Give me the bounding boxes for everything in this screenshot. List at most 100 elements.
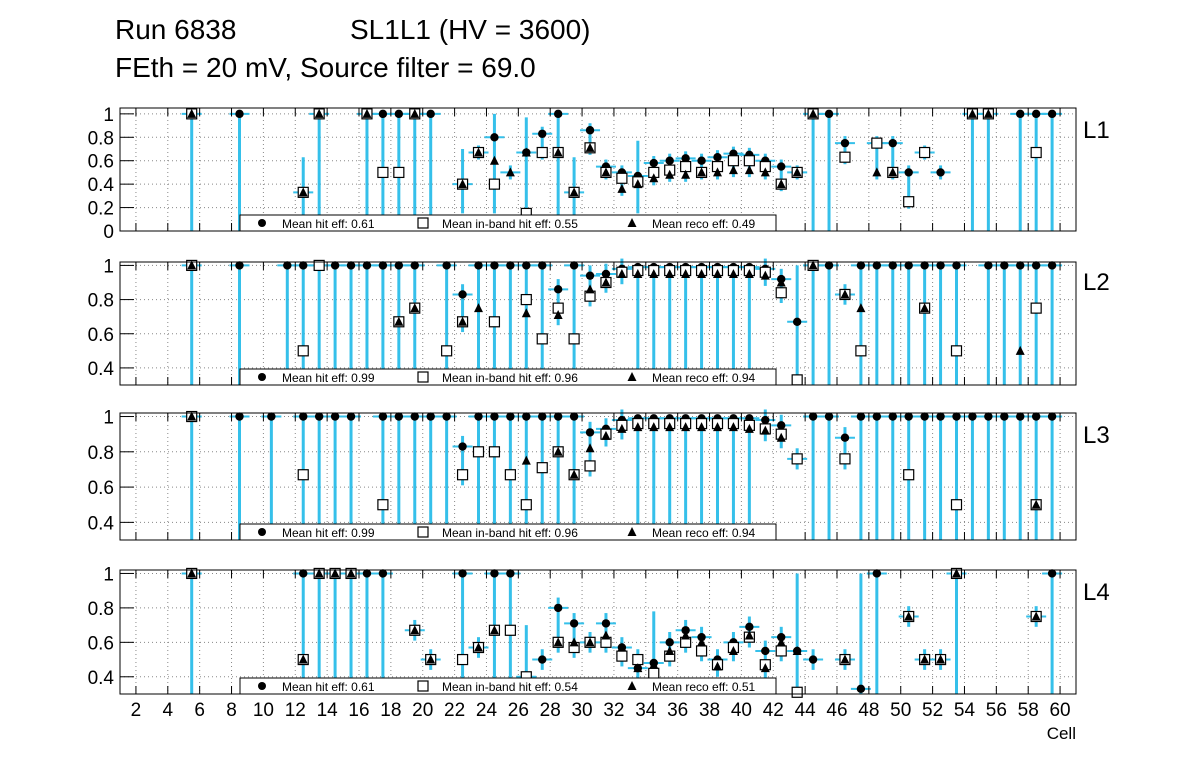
reco-eff-marker — [585, 637, 595, 647]
reco-eff-marker — [728, 645, 738, 655]
reco-eff-marker — [697, 637, 707, 647]
reco-eff-marker — [744, 423, 754, 433]
x-tick-label: 20 — [412, 700, 433, 721]
legend-hit-marker — [258, 682, 266, 690]
y-tick-label: 0.2 — [88, 199, 114, 220]
hit-eff-marker — [920, 412, 929, 421]
hit-eff-marker — [538, 655, 547, 664]
reco-eff-marker — [458, 316, 468, 326]
reco-eff-marker — [521, 455, 531, 465]
reco-eff-marker — [314, 108, 324, 118]
hit-eff-marker — [1031, 412, 1041, 421]
hit-eff-marker — [1000, 412, 1009, 421]
reco-eff-marker — [617, 423, 627, 433]
y-tick-label: 1 — [103, 256, 114, 277]
y-tick-label: 1 — [103, 564, 114, 585]
hit-eff-marker — [330, 412, 340, 421]
hit-eff-marker — [1000, 261, 1009, 270]
reco-eff-marker — [713, 661, 722, 671]
y-tick-label: 0.8 — [88, 443, 114, 464]
reco-eff-marker — [489, 155, 499, 165]
legend-inband-marker — [417, 371, 429, 383]
reco-eff-marker — [585, 443, 595, 453]
reco-eff-marker — [713, 167, 722, 177]
inband-eff-marker — [456, 469, 469, 481]
hit-eff-marker — [378, 412, 388, 421]
hit-eff-marker — [314, 412, 324, 421]
inband-eff-marker — [871, 137, 883, 149]
inband-eff-marker — [488, 446, 501, 458]
inband-eff-marker — [791, 686, 803, 698]
hit-eff-marker — [490, 412, 499, 421]
hit-eff-marker — [904, 168, 913, 177]
reco-eff-marker — [394, 316, 404, 326]
reco-eff-marker — [569, 469, 579, 479]
reco-eff-marker — [744, 630, 754, 640]
hit-eff-marker — [649, 158, 658, 168]
legend-hit-marker — [258, 373, 266, 381]
hit-eff-marker — [697, 156, 706, 165]
x-tick-label: 2 — [131, 700, 142, 721]
hit-eff-marker — [394, 109, 404, 119]
hit-eff-marker — [824, 109, 834, 119]
inband-eff-marker — [441, 345, 453, 357]
hit-eff-marker — [681, 154, 690, 163]
inband-eff-marker — [377, 499, 389, 511]
hit-eff-marker — [856, 684, 866, 694]
y-tick-label: 0.8 — [88, 291, 114, 312]
hit-eff-marker — [299, 569, 308, 578]
hit-eff-marker — [904, 261, 913, 270]
legend-hit-label: Mean hit eff: 0.99 — [282, 371, 375, 385]
inband-eff-marker — [775, 645, 787, 657]
hit-eff-marker — [235, 109, 244, 119]
hit-eff-marker — [952, 261, 961, 270]
reco-eff-marker — [585, 142, 595, 152]
inband-eff-marker — [791, 453, 803, 465]
x-tick-label: 12 — [285, 700, 306, 721]
reco-eff-marker — [553, 147, 563, 157]
x-tick-label: 52 — [922, 700, 943, 721]
reco-eff-marker — [585, 284, 595, 294]
reco-eff-marker — [728, 422, 738, 432]
hit-eff-marker — [585, 271, 595, 280]
inband-eff-marker — [903, 196, 915, 208]
hit-eff-marker — [665, 638, 674, 647]
reco-eff-marker — [713, 268, 722, 278]
legend-reco-label: Mean reco eff: 0.51 — [652, 680, 756, 694]
hit-eff-marker — [506, 412, 515, 421]
hit-eff-marker — [458, 569, 467, 578]
legend-reco-label: Mean reco eff: 0.94 — [652, 371, 756, 385]
reco-eff-marker — [840, 289, 850, 299]
reco-eff-marker — [904, 611, 914, 621]
reco-eff-marker — [633, 268, 643, 278]
hit-eff-marker — [235, 261, 244, 270]
hit-eff-marker — [745, 622, 754, 632]
inband-eff-marker — [839, 151, 851, 163]
x-axis-label: Cell — [1047, 724, 1076, 743]
hit-eff-marker — [872, 412, 882, 421]
inband-eff-marker — [297, 469, 309, 481]
hit-eff-marker — [808, 412, 818, 421]
hit-eff-marker — [378, 109, 388, 119]
legend-inband-marker — [417, 526, 429, 538]
y-tick-label: 0.6 — [88, 633, 114, 654]
hit-eff-marker — [808, 655, 818, 664]
hit-eff-marker — [553, 285, 563, 294]
inband-eff-marker — [919, 146, 931, 159]
inband-eff-marker — [456, 653, 469, 666]
reco-eff-marker — [601, 430, 611, 440]
hit-eff-marker — [442, 261, 451, 270]
hit-eff-marker — [936, 412, 945, 421]
reco-eff-marker — [665, 645, 675, 655]
hit-eff-marker — [585, 428, 595, 437]
reco-eff-marker — [330, 568, 340, 578]
hit-eff-marker — [299, 261, 308, 270]
reco-eff-marker — [728, 165, 738, 175]
hit-eff-marker — [553, 109, 563, 119]
inband-eff-marker — [536, 462, 548, 474]
reco-eff-marker — [314, 568, 324, 578]
reco-eff-marker — [569, 637, 579, 647]
reco-eff-marker — [601, 630, 611, 640]
hit-eff-marker — [267, 412, 276, 421]
